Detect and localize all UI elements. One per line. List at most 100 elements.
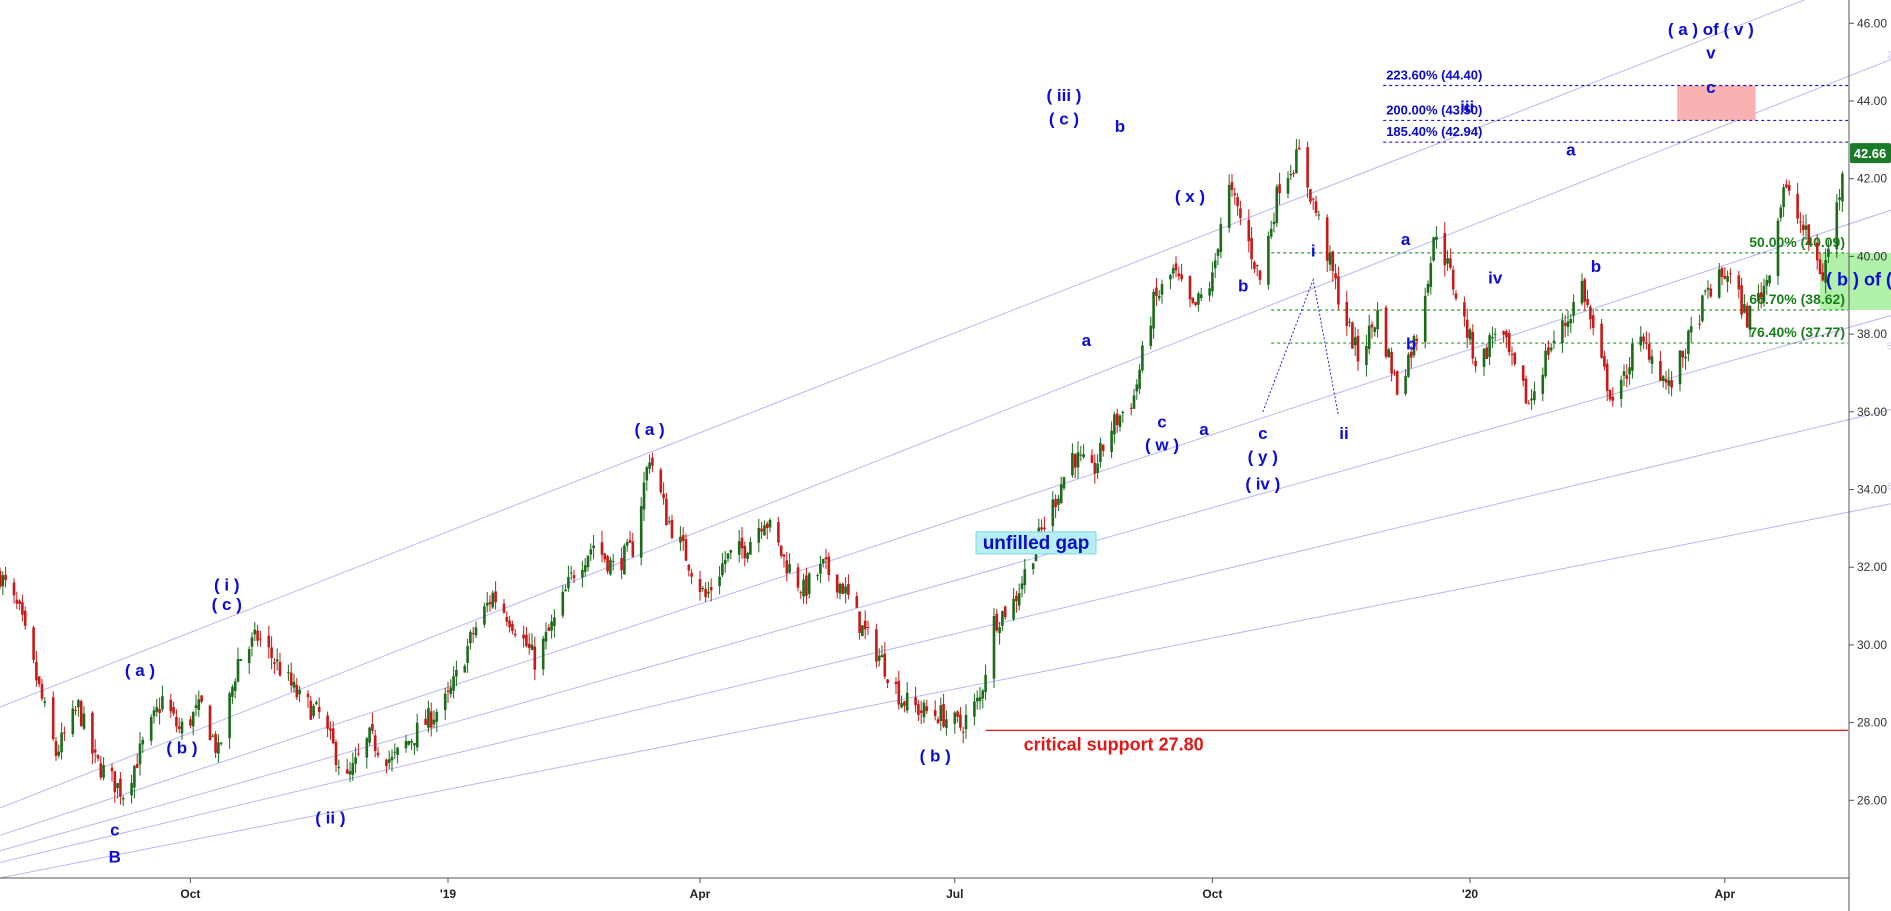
candle-body — [586, 555, 590, 568]
candle-body — [919, 710, 923, 713]
candle-body — [1737, 275, 1741, 290]
candle-body — [704, 588, 707, 598]
candle-body — [936, 719, 940, 724]
candle-body — [1227, 184, 1231, 229]
candle-body — [1661, 376, 1665, 381]
fan-label: 61.80% — [1887, 482, 1891, 493]
candle-body — [1619, 379, 1623, 399]
wave-label: c — [1706, 78, 1715, 97]
candle-body — [1384, 307, 1388, 357]
candle-body — [1670, 379, 1673, 388]
candle-body — [1345, 301, 1349, 326]
candle-body — [1, 575, 5, 587]
candle-body — [0, 570, 2, 587]
candle-body — [973, 701, 976, 717]
candle-body — [819, 563, 822, 574]
level-label: 185.40% (42.94) — [1386, 124, 1482, 139]
candle-body — [508, 620, 511, 628]
candle-body — [32, 627, 35, 660]
candle-body — [253, 629, 257, 635]
candle-body — [785, 560, 789, 574]
y-tick-label: 36.00 — [1857, 405, 1887, 419]
candle-body — [1101, 444, 1105, 451]
candle-body — [667, 521, 671, 523]
candle-body — [603, 553, 607, 560]
candle-body — [648, 462, 651, 469]
candle-body — [1505, 331, 1508, 337]
candle-body — [15, 599, 19, 604]
wave-label: b — [1406, 335, 1416, 354]
candle-body — [1449, 258, 1452, 268]
candle-body — [592, 545, 595, 549]
y-tick-label: 40.00 — [1857, 249, 1887, 263]
wave-label: c — [1258, 424, 1267, 443]
candle-body — [1079, 454, 1083, 456]
candle-body — [1569, 319, 1573, 324]
wave-dotted-line — [1262, 277, 1339, 416]
candle-body — [469, 632, 472, 644]
candle-body — [1423, 295, 1427, 342]
candle-body — [155, 707, 159, 712]
candle-body — [273, 662, 276, 664]
wave-label: ( c ) — [212, 595, 242, 614]
candle-body — [564, 589, 567, 592]
candle-body — [113, 771, 117, 793]
candle-body — [407, 741, 411, 745]
candle-body — [1807, 224, 1811, 245]
candle-body — [1001, 611, 1004, 626]
candle-body — [1561, 320, 1564, 344]
candle-body — [452, 676, 455, 691]
y-tick-label: 26.00 — [1857, 793, 1887, 807]
candle-body — [1667, 380, 1671, 386]
candle-body — [295, 684, 299, 698]
candle-body — [1152, 291, 1155, 329]
candle-body — [1530, 398, 1533, 401]
candle-body — [1247, 219, 1251, 242]
candle-body — [777, 522, 780, 543]
wave-label: v — [1706, 43, 1716, 62]
candle-body — [581, 569, 584, 578]
candle-body — [662, 493, 665, 499]
candle-body — [1199, 294, 1203, 299]
candle-body — [914, 697, 917, 706]
candle-body — [1216, 249, 1220, 256]
candle-body — [1502, 331, 1505, 335]
candle-body — [40, 683, 44, 699]
candle-body — [443, 693, 447, 711]
candle-body — [1230, 182, 1234, 190]
candle-body — [1376, 310, 1379, 330]
candle-body — [1395, 371, 1399, 395]
candle-body — [1239, 208, 1242, 218]
candle-body — [1054, 499, 1057, 508]
candle-body — [4, 574, 7, 581]
candle-body — [1586, 298, 1589, 305]
candle-body — [992, 615, 996, 679]
wave-label: i — [1311, 241, 1316, 260]
candle-body — [1580, 280, 1584, 304]
candle-body — [900, 703, 903, 708]
x-tick-label: Jul — [946, 887, 963, 901]
candle-body — [306, 693, 310, 698]
candle-body — [1272, 221, 1276, 225]
trend-line — [0, 58, 1891, 809]
wave-label: iii — [1460, 98, 1474, 117]
candle-body — [309, 700, 313, 720]
candle-body — [1762, 285, 1766, 302]
candle-body — [471, 633, 475, 635]
x-tick-label: Oct — [1202, 887, 1222, 901]
candle-body — [1611, 396, 1615, 401]
candle-body — [1250, 238, 1253, 260]
candle-body — [1051, 499, 1055, 527]
candle-body — [23, 610, 27, 626]
candle-body — [698, 579, 702, 593]
candle-body — [511, 623, 514, 631]
candle-body — [51, 697, 55, 740]
candle-body — [71, 708, 75, 735]
candle-body — [757, 527, 761, 543]
candle-body — [939, 705, 943, 722]
candle-body — [1779, 207, 1783, 218]
fan-label: 23.60% — [1887, 50, 1891, 61]
candle-body — [1625, 375, 1629, 379]
candle-body — [1485, 347, 1489, 359]
candle-body — [1600, 323, 1603, 358]
